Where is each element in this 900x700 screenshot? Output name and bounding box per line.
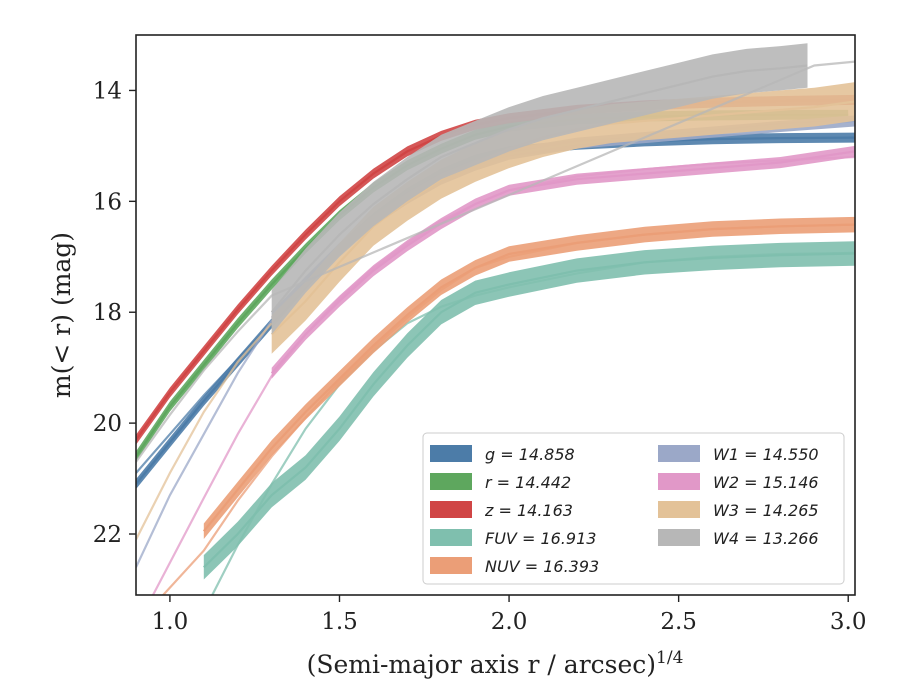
legend-swatch-6 xyxy=(658,473,700,490)
y-tick-label-4: 22 xyxy=(93,522,122,548)
legend-label-4: NUV = 16.393 xyxy=(485,557,599,576)
series-8 xyxy=(136,43,855,463)
x-tick-label-3: 2.5 xyxy=(660,609,697,635)
legend-label-1: r = 14.442 xyxy=(485,473,571,492)
x-tick-label-0: 1.0 xyxy=(152,609,189,635)
legend-swatch-2 xyxy=(430,501,472,518)
y-tick-label-0: 14 xyxy=(93,78,122,104)
y-tick-label-1: 16 xyxy=(93,189,122,215)
legend-swatch-1 xyxy=(430,473,472,490)
data-band-4 xyxy=(203,216,855,539)
data-line-8 xyxy=(270,64,808,313)
legend-swatch-5 xyxy=(658,445,700,462)
plot-frame xyxy=(135,34,856,596)
legend-label-8: W4 = 13.266 xyxy=(713,529,819,548)
y-tick-label-2: 18 xyxy=(93,300,122,326)
x-axis-label: (Semi-major axis r / arcsec)1/4 xyxy=(307,648,684,679)
x-tick-label-4: 3.0 xyxy=(830,609,867,635)
legend-swatch-8 xyxy=(658,529,700,546)
legend: g = 14.858 r = 14.442 z = 14.163 FUV = 16.9… xyxy=(422,432,845,585)
data-line-4 xyxy=(202,223,855,532)
data-band-8 xyxy=(271,43,808,335)
x-tick-label-2: 2.0 xyxy=(491,609,528,635)
model-line-7 xyxy=(136,322,273,541)
legend-label-5: W1 = 14.550 xyxy=(713,445,819,464)
x-tick-label-1: 1.5 xyxy=(321,609,358,635)
legend-swatch-3 xyxy=(430,529,472,546)
y-tick-label-3: 20 xyxy=(93,411,122,437)
x-axis-label-exponent: 1/4 xyxy=(656,648,683,668)
data-line-3 xyxy=(203,252,855,569)
data-line-6 xyxy=(270,150,855,374)
legend-label-6: W2 = 15.146 xyxy=(713,473,819,492)
data-band-6 xyxy=(271,145,855,379)
legend-swatch-7 xyxy=(658,501,700,518)
legend-label-3: FUV = 16.913 xyxy=(485,529,596,548)
series-4 xyxy=(161,216,855,595)
model-line-8 xyxy=(136,60,855,463)
model-line-5 xyxy=(136,319,273,568)
legend-swatch-0 xyxy=(430,445,472,462)
legend-label-2: z = 14.163 xyxy=(484,501,573,520)
series-3 xyxy=(203,241,855,595)
legend-swatch-4 xyxy=(430,557,472,574)
legend-label-0: g = 14.858 xyxy=(485,445,575,464)
legend-label-7: W3 = 14.265 xyxy=(713,501,819,520)
legend-box xyxy=(422,432,845,585)
y-axis-label: m(< r) (mag) xyxy=(47,232,76,398)
